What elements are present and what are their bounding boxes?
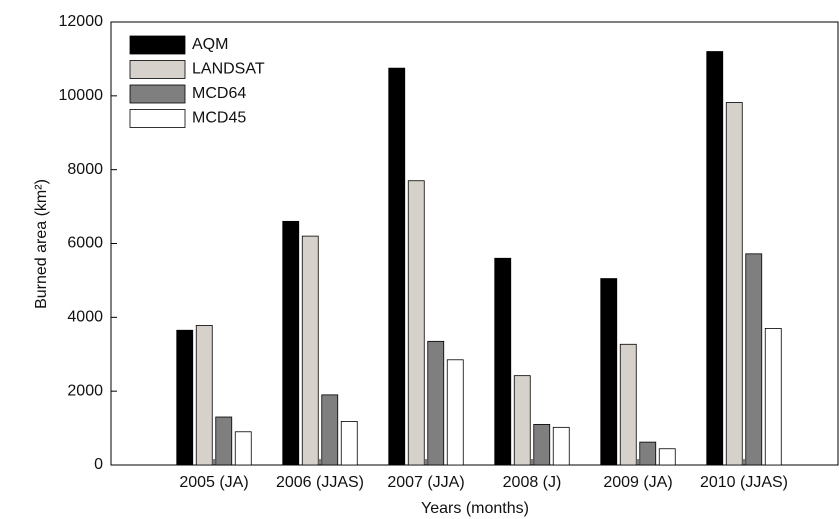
legend-label: MCD64 bbox=[192, 85, 246, 102]
legend-swatch bbox=[129, 60, 186, 79]
bar bbox=[639, 441, 657, 466]
bar bbox=[706, 51, 724, 466]
legend-label: MCD45 bbox=[192, 110, 246, 127]
x-tick-label: 2010 (JJAS) bbox=[700, 474, 788, 491]
legend-label: AQM bbox=[192, 36, 228, 53]
bar bbox=[301, 235, 319, 466]
x-tick-label: 2008 (J) bbox=[503, 474, 562, 491]
y-tick-label: 8000 bbox=[67, 161, 103, 178]
y-tick-label: 0 bbox=[94, 456, 103, 473]
y-tick-label: 6000 bbox=[67, 235, 103, 252]
y-tick-label: 4000 bbox=[67, 309, 103, 326]
bar bbox=[388, 67, 406, 466]
legend-swatch bbox=[129, 109, 186, 128]
legend-swatch bbox=[129, 84, 186, 104]
bar bbox=[234, 431, 252, 466]
bar bbox=[533, 423, 551, 466]
bar bbox=[552, 426, 570, 466]
bar bbox=[745, 253, 763, 466]
bar bbox=[600, 278, 618, 466]
bar bbox=[176, 329, 194, 466]
bar bbox=[658, 448, 676, 466]
bar bbox=[619, 343, 637, 466]
x-tick-label: 2006 (JJAS) bbox=[276, 474, 364, 491]
y-tick-label: 2000 bbox=[67, 382, 103, 399]
legend-label: LANDSAT bbox=[192, 61, 265, 78]
bar bbox=[407, 180, 425, 466]
bar bbox=[446, 359, 464, 466]
x-axis-label: Years (months) bbox=[421, 500, 529, 517]
x-tick-label: 2007 (JJA) bbox=[387, 474, 464, 491]
bar bbox=[427, 340, 445, 466]
bar bbox=[321, 394, 339, 466]
bar bbox=[215, 416, 233, 466]
bar bbox=[282, 220, 300, 466]
y-tick-label: 10000 bbox=[59, 87, 104, 104]
bar bbox=[340, 421, 358, 466]
y-tick-label: 12000 bbox=[59, 13, 104, 30]
bar bbox=[195, 325, 213, 466]
bar bbox=[513, 375, 531, 466]
y-axis-label: Burned area (km²) bbox=[33, 179, 50, 309]
legend-swatch bbox=[129, 35, 186, 55]
bar bbox=[725, 102, 743, 466]
bar bbox=[494, 257, 512, 466]
x-tick-label: 2009 (JA) bbox=[603, 474, 672, 491]
bar bbox=[764, 328, 782, 466]
x-tick-label: 2005 (JA) bbox=[179, 474, 248, 491]
